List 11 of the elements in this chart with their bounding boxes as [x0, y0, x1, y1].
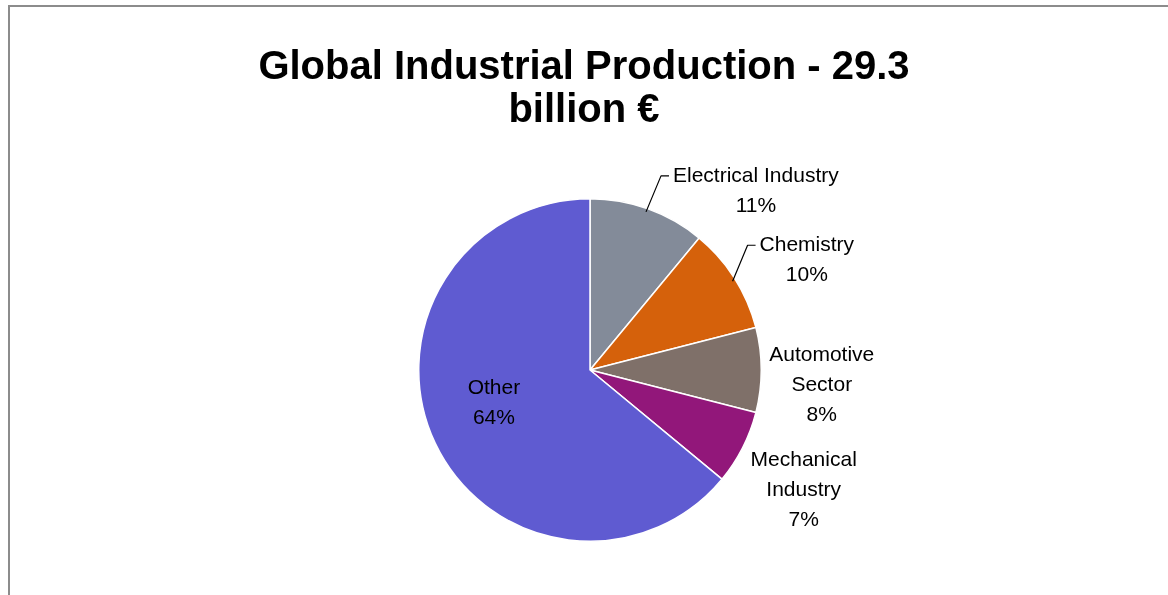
data-label: 10%: [785, 262, 828, 286]
data-label: 8%: [806, 401, 837, 425]
slice-label: Other: [467, 374, 521, 398]
slice-label: Automotive Sector: [769, 341, 875, 395]
slice-label: Mechanical Industry: [750, 446, 857, 500]
chart-title: Global Industrial Production - 29.3 billion €: [257, 43, 911, 130]
slice-label: Electrical Industry: [673, 162, 840, 186]
slice-label: Chemistry: [759, 232, 855, 256]
data-label: 64%: [472, 404, 515, 428]
data-label: 11%: [735, 192, 777, 216]
data-label: 7%: [788, 506, 819, 530]
